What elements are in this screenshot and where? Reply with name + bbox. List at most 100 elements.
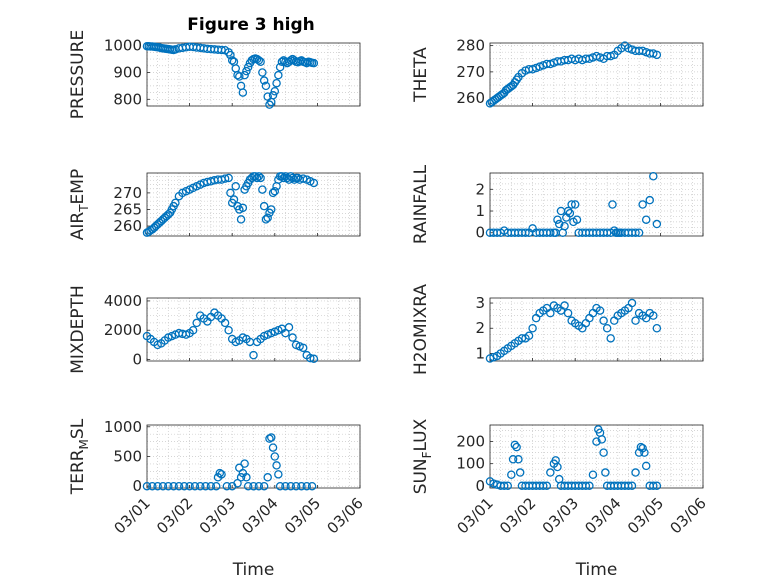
data-point (309, 178, 319, 188)
data-point (565, 208, 575, 218)
data-point (286, 481, 296, 491)
data-point (195, 481, 205, 491)
data-point (231, 182, 240, 191)
data-point (631, 316, 640, 325)
data-point (254, 481, 264, 491)
plot-area (490, 425, 703, 488)
data-point (270, 87, 280, 96)
data-point (190, 481, 200, 491)
data-point (649, 172, 658, 181)
x-tick-label: 03/04 (581, 494, 624, 537)
data-point (268, 188, 278, 198)
y-axis-label: H2OMIXRA (411, 284, 431, 375)
y-tick-label: 265 (113, 200, 142, 218)
data-point (606, 334, 615, 343)
data-point (164, 481, 173, 491)
grid (146, 298, 361, 361)
axes-box (489, 42, 704, 107)
data-point (215, 468, 225, 478)
data-point (489, 352, 498, 362)
series-markers (485, 425, 662, 491)
data-point (631, 468, 640, 477)
data-point (597, 435, 607, 444)
data-point (517, 334, 527, 343)
data-point (263, 473, 272, 482)
y-axis-label: SUNFLUX (411, 418, 434, 494)
data-point (546, 228, 555, 237)
data-point (539, 481, 548, 491)
data-point (185, 481, 194, 491)
data-point (169, 481, 178, 491)
data-point (192, 318, 201, 328)
data-point (275, 62, 285, 72)
series-markers (142, 433, 317, 491)
data-point (272, 461, 281, 470)
data-point (563, 308, 573, 318)
series-markers (485, 172, 662, 237)
data-point (567, 200, 576, 209)
series-markers (485, 298, 662, 363)
data-point (243, 481, 253, 491)
data-point (521, 228, 530, 237)
data-point (263, 213, 272, 223)
data-point (220, 174, 230, 183)
data-point (268, 91, 278, 100)
y-tick-label: 800 (113, 90, 142, 108)
data-point (281, 481, 290, 491)
data-point (297, 481, 306, 491)
y-tick-label: 1 (475, 344, 485, 362)
x-tick-label: 03/04 (238, 494, 281, 537)
data-point (649, 311, 658, 320)
y-tick-label: 260 (456, 89, 485, 107)
data-point (256, 57, 265, 67)
y-tick-label: 0 (132, 477, 142, 495)
data-point (258, 185, 267, 194)
data-point (240, 459, 249, 468)
series-markers (142, 308, 319, 364)
data-point (302, 481, 311, 491)
data-point (546, 308, 555, 318)
y-tick-label: 270 (456, 63, 485, 81)
data-point (499, 481, 509, 491)
x-axis-label: Time (232, 560, 275, 580)
y-axis-label: THETA (411, 47, 431, 103)
data-point (274, 470, 283, 479)
data-point (242, 473, 251, 482)
data-point (233, 478, 242, 488)
data-point (265, 434, 274, 443)
data-point (599, 316, 608, 325)
data-point (570, 200, 580, 209)
data-point (171, 198, 180, 208)
data-point (514, 455, 523, 464)
data-point (236, 473, 246, 482)
data-point (485, 354, 495, 363)
data-point (288, 333, 297, 342)
plot-area (147, 43, 360, 106)
data-point (563, 206, 573, 216)
data-point (249, 350, 258, 360)
data-point (309, 58, 319, 68)
x-tick-label: 03/01 (454, 494, 497, 537)
data-point (224, 325, 233, 335)
data-point (624, 481, 633, 491)
data-point (220, 318, 230, 328)
series-markers (142, 41, 319, 109)
axes-box (146, 42, 361, 107)
data-point (251, 172, 260, 181)
data-point (158, 481, 168, 491)
data-point (261, 81, 271, 91)
axes-box (489, 424, 704, 489)
grid (146, 173, 361, 236)
y-axis-label: TERRMSL (68, 418, 91, 495)
y-axis-label: AIRTEMP (68, 169, 91, 240)
data-point (217, 45, 226, 55)
data-point (528, 323, 537, 333)
y-tick-label: 200 (456, 433, 485, 451)
y-tick-label: 900 (113, 63, 142, 81)
x-tick-label: 03/02 (153, 494, 196, 537)
data-point (217, 470, 226, 479)
data-point (599, 448, 608, 457)
